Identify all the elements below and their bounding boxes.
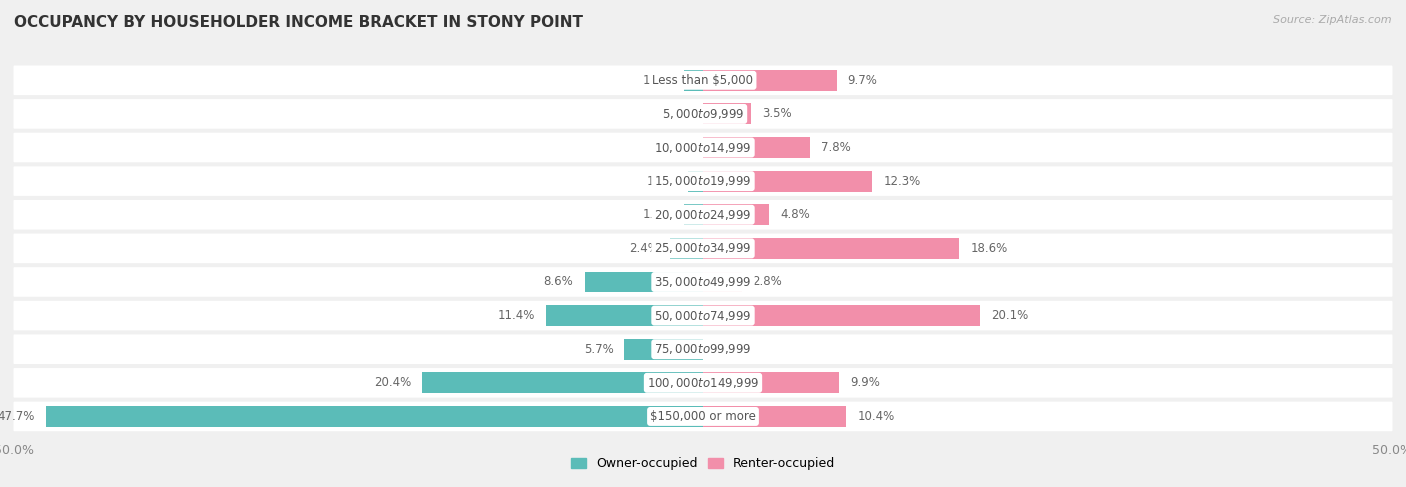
Text: 1.4%: 1.4%: [643, 208, 672, 221]
Text: $75,000 to $99,999: $75,000 to $99,999: [654, 342, 752, 356]
Bar: [703, 137, 810, 158]
Text: 2.8%: 2.8%: [752, 276, 782, 288]
FancyBboxPatch shape: [14, 234, 1392, 263]
Bar: [703, 70, 837, 91]
Text: 20.4%: 20.4%: [374, 376, 411, 389]
Bar: [46, 406, 703, 427]
Bar: [683, 205, 703, 225]
Legend: Owner-occupied, Renter-occupied: Owner-occupied, Renter-occupied: [571, 457, 835, 470]
FancyBboxPatch shape: [14, 65, 1392, 95]
Text: 12.3%: 12.3%: [883, 175, 921, 187]
Bar: [703, 373, 839, 393]
Text: 4.8%: 4.8%: [780, 208, 810, 221]
Text: $50,000 to $74,999: $50,000 to $74,999: [654, 309, 752, 322]
Text: 20.1%: 20.1%: [991, 309, 1028, 322]
Text: 9.7%: 9.7%: [848, 74, 877, 87]
FancyBboxPatch shape: [14, 133, 1392, 162]
Text: 1.4%: 1.4%: [643, 74, 672, 87]
Text: $100,000 to $149,999: $100,000 to $149,999: [647, 376, 759, 390]
Bar: [585, 272, 703, 292]
Text: 8.6%: 8.6%: [544, 276, 574, 288]
FancyBboxPatch shape: [14, 267, 1392, 297]
Text: $15,000 to $19,999: $15,000 to $19,999: [654, 174, 752, 188]
Text: 10.4%: 10.4%: [858, 410, 894, 423]
Bar: [546, 305, 703, 326]
Bar: [624, 339, 703, 359]
FancyBboxPatch shape: [14, 368, 1392, 397]
Text: $25,000 to $34,999: $25,000 to $34,999: [654, 242, 752, 255]
Bar: [703, 406, 846, 427]
Bar: [703, 103, 751, 124]
Bar: [703, 171, 873, 191]
FancyBboxPatch shape: [14, 402, 1392, 431]
Text: OCCUPANCY BY HOUSEHOLDER INCOME BRACKET IN STONY POINT: OCCUPANCY BY HOUSEHOLDER INCOME BRACKET …: [14, 15, 583, 30]
Text: $10,000 to $14,999: $10,000 to $14,999: [654, 141, 752, 154]
Text: 2.4%: 2.4%: [628, 242, 659, 255]
Text: 5.7%: 5.7%: [583, 343, 613, 356]
Text: 0.0%: 0.0%: [662, 141, 692, 154]
Text: 1.1%: 1.1%: [647, 175, 676, 187]
Text: 0.0%: 0.0%: [714, 343, 744, 356]
Text: 9.9%: 9.9%: [851, 376, 880, 389]
Bar: [422, 373, 703, 393]
Text: 0.0%: 0.0%: [662, 108, 692, 120]
Text: Source: ZipAtlas.com: Source: ZipAtlas.com: [1274, 15, 1392, 25]
FancyBboxPatch shape: [14, 200, 1392, 229]
Bar: [688, 171, 703, 191]
Text: 3.5%: 3.5%: [762, 108, 792, 120]
Text: 47.7%: 47.7%: [0, 410, 35, 423]
Bar: [703, 205, 769, 225]
FancyBboxPatch shape: [14, 167, 1392, 196]
FancyBboxPatch shape: [14, 301, 1392, 330]
Bar: [703, 272, 741, 292]
Text: 18.6%: 18.6%: [970, 242, 1008, 255]
FancyBboxPatch shape: [14, 99, 1392, 129]
Bar: [703, 238, 959, 259]
Text: Less than $5,000: Less than $5,000: [652, 74, 754, 87]
Text: $5,000 to $9,999: $5,000 to $9,999: [662, 107, 744, 121]
Bar: [669, 238, 703, 259]
Text: $150,000 or more: $150,000 or more: [650, 410, 756, 423]
FancyBboxPatch shape: [14, 335, 1392, 364]
Bar: [683, 70, 703, 91]
Bar: [703, 305, 980, 326]
Text: 11.4%: 11.4%: [498, 309, 534, 322]
Text: $20,000 to $24,999: $20,000 to $24,999: [654, 208, 752, 222]
Text: $35,000 to $49,999: $35,000 to $49,999: [654, 275, 752, 289]
Text: 7.8%: 7.8%: [821, 141, 851, 154]
